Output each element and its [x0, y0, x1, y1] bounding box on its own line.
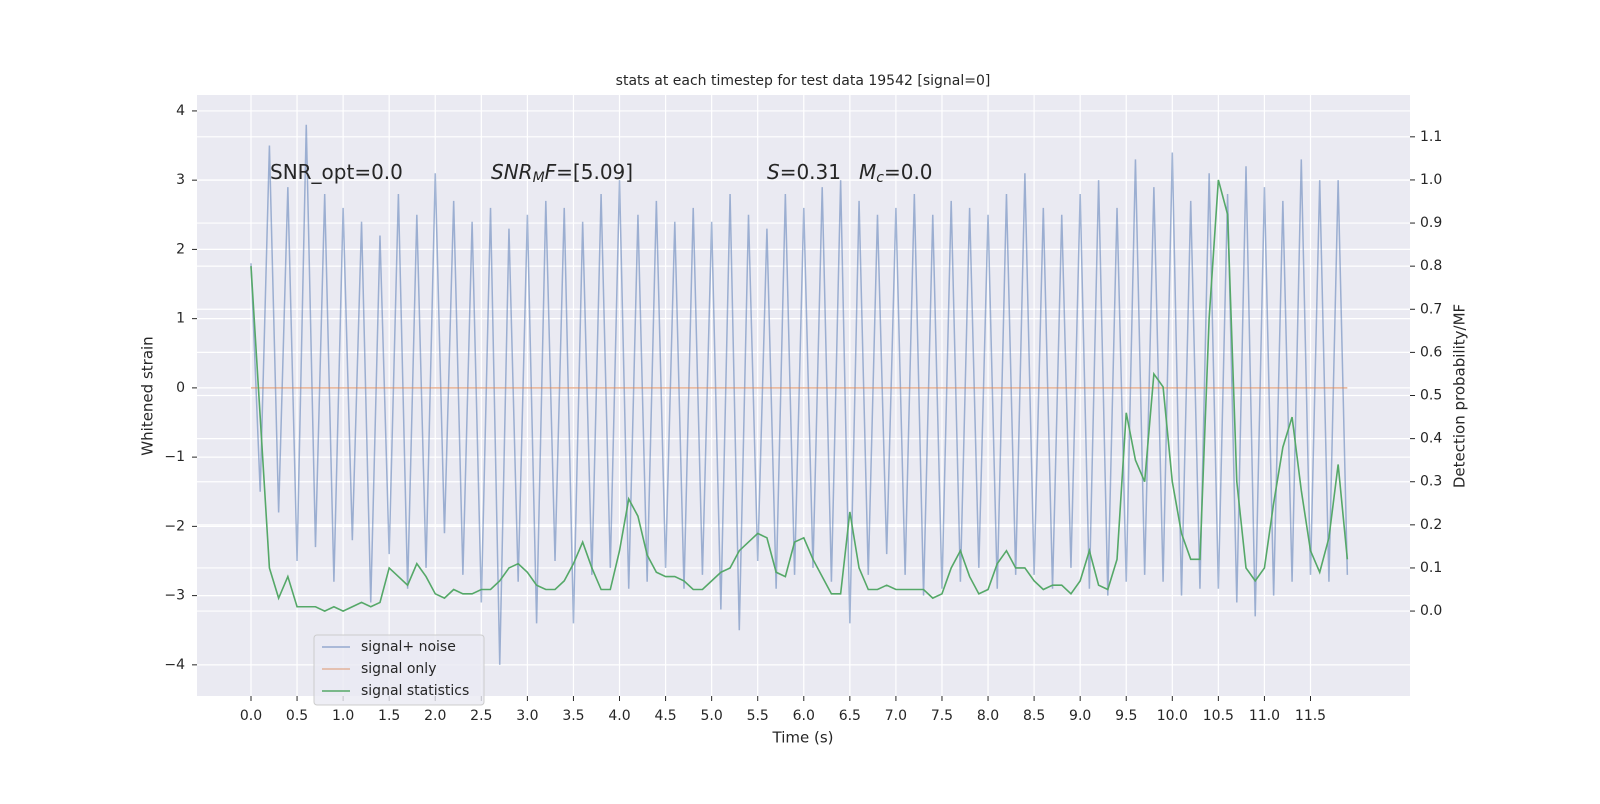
- y2-tick-label: 0.1: [1420, 560, 1442, 576]
- x-tick-label: 7.5: [931, 708, 953, 724]
- x-axis-label: Time (s): [772, 729, 834, 747]
- annotation: S=0.31: [767, 160, 841, 184]
- annotation: Mc=0.0: [859, 160, 933, 187]
- y2-tick-label: 1.0: [1420, 172, 1442, 188]
- y-tick-label: −3: [164, 588, 185, 604]
- annotation-part: M: [533, 170, 545, 186]
- series-line: [250, 124, 1349, 665]
- x-tick-label: 2.0: [424, 708, 446, 724]
- y2-tick-label: 1.1: [1420, 129, 1442, 145]
- x-tick-label: 9.5: [1115, 708, 1137, 724]
- y-tick-label: −1: [164, 449, 185, 465]
- x-tick-label: 1.5: [378, 708, 400, 724]
- y-tick-label: 1: [176, 311, 185, 327]
- x-tick-label: 5.0: [701, 708, 723, 724]
- x-tick-label: 0.0: [240, 708, 262, 724]
- chart-title: stats at each timestep for test data 195…: [616, 73, 991, 89]
- series-line: [250, 179, 1349, 612]
- x-tick-label: 4.0: [608, 708, 630, 724]
- x-tick-label: 9.0: [1069, 708, 1091, 724]
- y-tick-label: 4: [176, 103, 185, 119]
- x-tick-label: 1.0: [332, 708, 354, 724]
- y2-tick-label: 0.7: [1420, 301, 1442, 317]
- x-tick-label: 8.5: [1023, 708, 1045, 724]
- annotation-part: SNR: [491, 160, 533, 184]
- annotation-part: c: [876, 170, 884, 186]
- annotation: SNRMF=[5.09]: [491, 160, 633, 187]
- y-tick-label: −4: [164, 657, 185, 673]
- x-tick-label: 8.0: [977, 708, 999, 724]
- annotation-part: =[5.09]: [556, 160, 633, 184]
- legend-label: signal+ noise: [361, 639, 456, 655]
- x-tick-label: 0.5: [286, 708, 308, 724]
- legend-label: signal statistics: [361, 683, 469, 699]
- annotation-part: =0.31: [780, 160, 841, 184]
- y2-tick-label: 0.8: [1420, 258, 1442, 274]
- x-tick-label: 5.5: [747, 708, 769, 724]
- y2-tick-label: 0.9: [1420, 215, 1442, 231]
- x-tick-label: 7.0: [885, 708, 907, 724]
- y2-tick-label: 0.2: [1420, 517, 1442, 533]
- x-tick-label: 10.5: [1203, 708, 1234, 724]
- y2-tick-label: 0.5: [1420, 388, 1442, 404]
- x-tick-label: 2.5: [470, 708, 492, 724]
- annotation-part: S: [767, 160, 780, 184]
- x-tick-label: 6.0: [793, 708, 815, 724]
- y2-axis-label: Detection probability/MF: [1451, 304, 1469, 488]
- x-tick-label: 3.5: [562, 708, 584, 724]
- x-tick-label: 11.5: [1295, 708, 1326, 724]
- y-tick-label: 2: [176, 241, 185, 257]
- y2-tick-label: 0.3: [1420, 474, 1442, 490]
- legend-label: signal only: [361, 661, 436, 677]
- annotation-part: M: [859, 160, 876, 184]
- x-tick-label: 10.0: [1157, 708, 1188, 724]
- x-tick-label: 3.0: [516, 708, 538, 724]
- y-tick-label: −2: [164, 518, 185, 534]
- x-tick-label: 6.5: [839, 708, 861, 724]
- y-tick-label: 3: [176, 172, 185, 188]
- y2-tick-label: 0.4: [1420, 431, 1442, 447]
- x-tick-label: 4.5: [654, 708, 676, 724]
- y2-tick-label: 0.0: [1420, 603, 1442, 619]
- annotation-part: =0.0: [884, 160, 933, 184]
- annotation-part: F: [545, 160, 557, 184]
- annotation: SNR_opt=0.0: [270, 160, 403, 184]
- y2-tick-label: 0.6: [1420, 344, 1442, 360]
- legend-box: [313, 634, 485, 706]
- x-tick-label: 11.0: [1249, 708, 1280, 724]
- y-tick-label: 0: [176, 380, 185, 396]
- annotation-part: SNR_opt=0.0: [270, 160, 403, 184]
- y-axis-label: Whitened strain: [139, 336, 157, 455]
